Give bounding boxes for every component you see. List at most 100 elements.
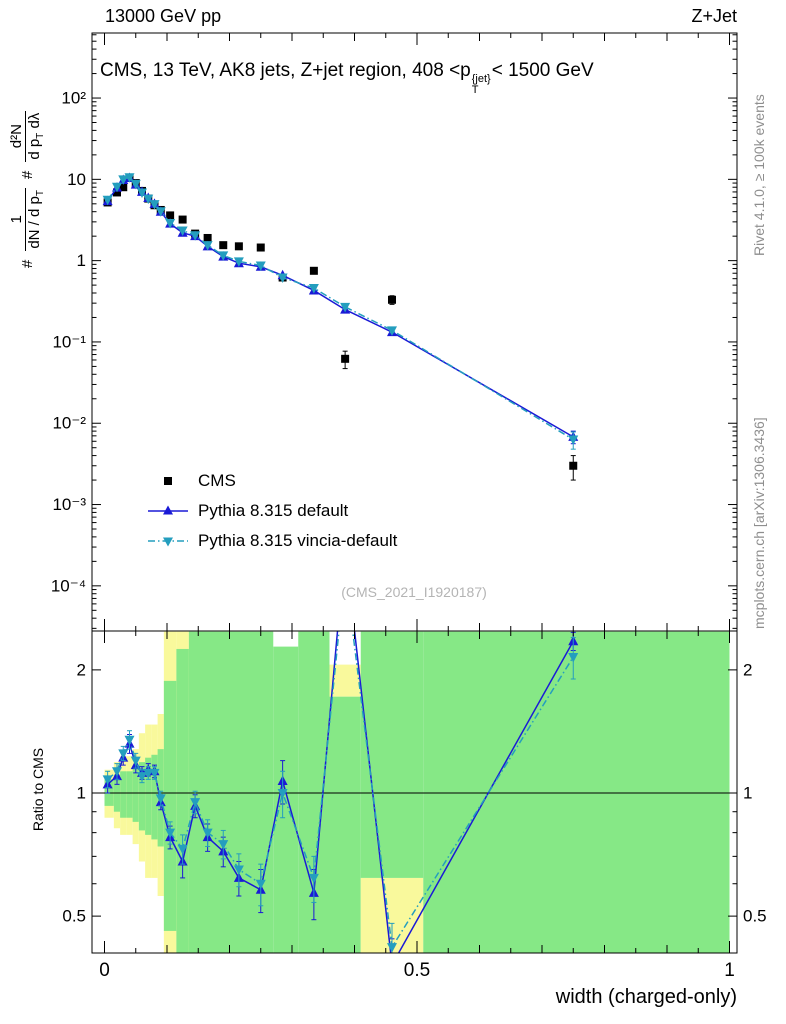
green-uncertainty-band [329, 696, 361, 953]
beam-energy-label: 13000 GeV pp [105, 6, 222, 26]
pythia-8-315-vincia-default-marker [130, 756, 141, 767]
ratio-y-axis-label: Ratio to CMS [30, 747, 46, 832]
cms-marker [341, 354, 350, 363]
pt-superscript: {jet} [471, 73, 491, 85]
legend-item-pythia-vincia: Pythia 8.315 vincia-default [146, 526, 397, 556]
legend-item-pythia-default: Pythia 8.315 default [146, 496, 397, 526]
pythia-8-315-vincia-default-marker [124, 735, 135, 746]
cms-marker [113, 188, 121, 197]
pythia-8-315-vincia-default-marker [177, 844, 188, 855]
plot-title-text-end: < 1500 GeV [491, 60, 594, 81]
pythia-8-315-vincia-default-marker [340, 566, 350, 576]
fraction-2-denominator: d pT dλ [25, 110, 47, 162]
pythia-8-315-vincia-default-marker [149, 768, 160, 779]
pythia-8-315-vincia-default-marker [190, 231, 201, 241]
ratio-y-tick-label-right: 2 [743, 660, 752, 679]
legend: CMS Pythia 8.315 default Pythia 8.315 vi… [146, 466, 397, 556]
f1den-text: dN / d p [26, 196, 44, 249]
green-uncertainty-band [176, 648, 189, 953]
rivet-version-note: Rivet 4.1.0, ≥ 100k events [751, 94, 767, 256]
ratio-y-tick-label: 0.5 [62, 907, 86, 926]
main-y-axis-label: # 1 dN / d pT # d²N d pT dλ [8, 110, 47, 268]
cms-marker [234, 242, 243, 251]
pythia-8-315-vincia-default-marker [277, 273, 288, 284]
ratio-y-tick-label-right: 0.5 [743, 907, 767, 926]
pythia-8-315-vincia-default-marker [149, 200, 160, 210]
pythia-8-315-vincia-default-marker [143, 194, 154, 205]
legend-label-pythia-vincia: Pythia 8.315 vincia-default [198, 531, 398, 550]
pythia-8-315-vincia-default-marker [102, 195, 113, 206]
legend-label-cms: CMS [198, 471, 236, 490]
pythia-8-315-vincia-default-marker [308, 284, 319, 294]
ratio-plot-frame [91, 630, 738, 954]
pythia-8-315-vincia-default-marker [387, 943, 397, 953]
cms-marker [309, 266, 318, 275]
pythia-8-315-vincia-default-marker [218, 840, 229, 850]
f2den-text-end: dλ [26, 112, 44, 133]
pythia-8-315-vincia-default-marker [165, 219, 176, 229]
pythia-8-315-vincia-default-marker [218, 251, 229, 261]
pythia-8-315-vincia-default-marker [112, 767, 122, 777]
pythia-8-315-default-marker [387, 959, 397, 969]
ratio-y-tick-label: 1 [77, 784, 86, 803]
triangle-down-dashline-marker-icon [148, 537, 188, 547]
plot-title-text: CMS, 13 TeV, AK8 jets, Z+jet region, 408… [100, 60, 471, 81]
process-label: Z+Jet [691, 6, 737, 26]
pythia-8-315-vincia-default-marker [102, 775, 113, 785]
x-tick-label: 1 [724, 960, 735, 981]
green-uncertainty-band [423, 631, 730, 953]
fraction-2-numerator: d²N [8, 124, 25, 149]
green-uncertainty-band [188, 631, 274, 953]
pythia-8-315-vincia-default-marker [233, 865, 244, 876]
pythia-8-315-vincia-default-marker [165, 828, 176, 839]
pythia-8-315-vincia-default-marker [137, 188, 147, 198]
cms-marker [388, 295, 396, 304]
main-series [102, 172, 579, 481]
pt-sup-sub: {jet} T [472, 74, 491, 96]
main-y-tick-label: 10⁻² [52, 414, 86, 433]
axis-ticks [92, 33, 737, 953]
cms-marker [178, 215, 187, 224]
pythia-8-315-vincia-default-marker [155, 207, 166, 217]
pythia-8-315-vincia-default-marker [190, 798, 201, 808]
main-y-tick-label: 1 [77, 251, 86, 270]
x-tick-label: 0.5 [404, 960, 430, 981]
x-axis-label: width (charged-only) [555, 986, 737, 1008]
pt-subscript: T [471, 84, 479, 96]
pythia-8-315-vincia-default-marker [308, 873, 319, 884]
pythia-8-315-vincia-default-marker [233, 257, 244, 267]
pythia-8-315-vincia-default-marker [202, 241, 213, 251]
pythia-8-315-vincia-default-marker [255, 879, 266, 890]
main-y-tick-label: 10⁻¹ [52, 332, 86, 351]
legend-label-pythia-default: Pythia 8.315 default [198, 501, 349, 520]
hash-symbol: # [18, 259, 36, 268]
x-tick-label: 0 [99, 960, 110, 981]
green-uncertainty-band [151, 754, 158, 840]
green-uncertainty-band [132, 768, 139, 822]
pythia-8-315-vincia-default-marker [124, 173, 135, 183]
ratio-y-tick-label: 2 [77, 660, 86, 679]
hash-symbol: # [18, 170, 36, 180]
green-uncertainty-band [120, 771, 127, 818]
cms-marker [219, 241, 228, 250]
green-uncertainty-band [163, 680, 177, 931]
fraction-1-denominator: dN / d pT [25, 188, 47, 251]
f1den-sub: T [35, 190, 47, 197]
fraction-1: 1 dN / d pT [8, 188, 47, 251]
pythia-8-315-vincia-default-marker [137, 772, 147, 782]
pythia-8-315-vincia-default-marker [340, 302, 351, 313]
tick-labels: 10² 10 1 10⁻¹ 10⁻² 10⁻³ 10⁻⁴ 2 2 1 1 0.5 0.5 0 0.5 1 [51, 89, 767, 981]
mcplots-reference-note: mcplots.cern.ch [arXiv:1306.3436] [751, 417, 767, 629]
pythia-8-315-vincia-default-marker [177, 226, 188, 236]
main-y-tick-label: 10² [61, 89, 86, 108]
plot-title: CMS, 13 TeV, AK8 jets, Z+jet region, 408… [100, 60, 594, 96]
ratio-y-tick-label-right: 1 [743, 784, 752, 803]
cms-marker [203, 233, 212, 242]
f2den-sub: T [35, 132, 47, 139]
ratio-uncertainty-bands [104, 631, 730, 953]
main-y-tick-label: 10 [67, 170, 86, 189]
triangle-up-line-marker-icon [148, 505, 188, 515]
pythia-8-315-vincia-default-marker [130, 179, 141, 190]
pythia-8-315-vincia-default-marker [255, 261, 266, 272]
